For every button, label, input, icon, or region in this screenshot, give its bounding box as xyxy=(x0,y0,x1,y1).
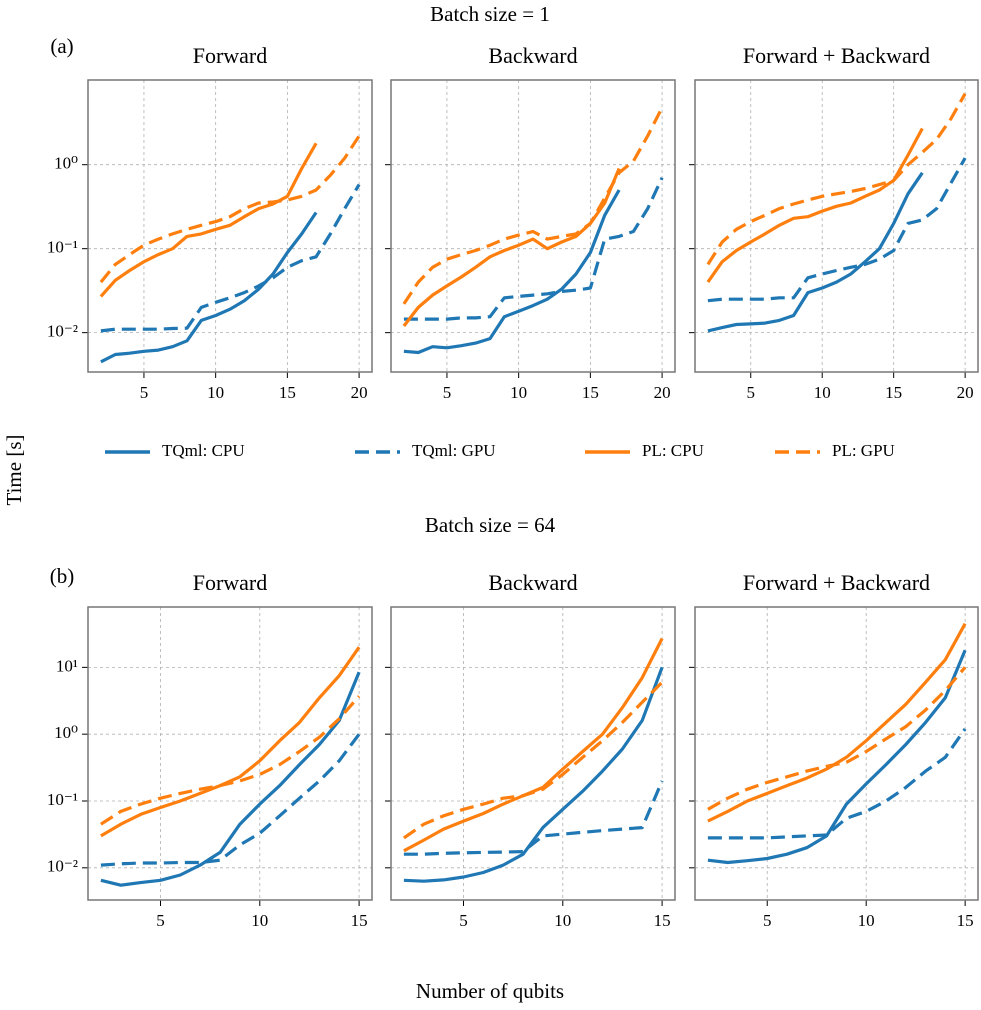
series-line xyxy=(707,727,967,840)
series-line xyxy=(403,666,664,883)
series-line xyxy=(403,780,664,856)
y-axis-label: Time [s] xyxy=(2,435,26,506)
x-tick-label: 20 xyxy=(351,383,368,402)
panel-label: (a) xyxy=(50,34,73,58)
series-line xyxy=(99,135,361,284)
plot-frame xyxy=(694,606,979,901)
series-line xyxy=(707,666,967,811)
x-tick-label: 10 xyxy=(554,911,571,930)
series-line xyxy=(403,177,664,321)
y-tick-label: 10⁻¹ xyxy=(47,790,78,809)
y-tick-label: 10⁻¹ xyxy=(47,238,78,257)
series-line xyxy=(402,106,664,305)
x-tick-label: 15 xyxy=(654,911,671,930)
legend-label: PL: CPU xyxy=(642,441,704,460)
series-line xyxy=(100,695,361,826)
series-line xyxy=(402,681,664,840)
plot-frame xyxy=(694,79,979,373)
plot-frame xyxy=(87,606,373,901)
x-tick-label: 15 xyxy=(351,911,368,930)
y-tick-label: 10⁻² xyxy=(47,322,78,341)
plot-frame xyxy=(87,79,373,373)
plot-frame xyxy=(390,606,676,901)
legend-label: TQml: GPU xyxy=(412,441,496,460)
y-tick-label: 10⁰ xyxy=(54,154,78,173)
x-tick-label: 20 xyxy=(654,383,671,402)
x-tick-label: 10 xyxy=(858,911,875,930)
series-line xyxy=(707,171,924,333)
x-tick-label: 5 xyxy=(763,911,772,930)
series-line xyxy=(707,157,967,303)
series-line xyxy=(100,183,361,333)
y-tick-label: 10⁰ xyxy=(54,723,78,742)
panel-label: (b) xyxy=(50,564,75,588)
x-tick-label: 5 xyxy=(140,383,149,402)
y-tick-label: 10¹ xyxy=(56,656,78,675)
subplot-title: Forward xyxy=(193,43,268,68)
x-tick-label: 20 xyxy=(957,383,974,402)
series-line xyxy=(706,92,967,266)
x-tick-label: 5 xyxy=(443,383,452,402)
x-tick-label: 15 xyxy=(957,911,974,930)
subplot-title: Forward xyxy=(193,570,268,595)
series-line xyxy=(100,646,361,838)
y-tick-label: 10⁻² xyxy=(47,857,78,876)
x-tick-label: 5 xyxy=(156,911,165,930)
series-line xyxy=(403,637,664,853)
x-tick-label: 10 xyxy=(814,383,831,402)
series-line xyxy=(402,167,621,327)
x-tick-label: 5 xyxy=(746,383,755,402)
subplot-title: Forward + Backward xyxy=(743,43,930,68)
series-line xyxy=(403,189,621,355)
x-tick-label: 5 xyxy=(459,911,468,930)
subplot-title: Backward xyxy=(488,570,577,595)
row-title: Batch size = 1 xyxy=(430,2,550,26)
row-title: Batch size = 64 xyxy=(425,513,556,537)
x-tick-label: 10 xyxy=(510,383,527,402)
series-line xyxy=(707,649,967,865)
x-tick-label: 10 xyxy=(251,911,268,930)
x-tick-label: 15 xyxy=(279,383,296,402)
legend-label: PL: GPU xyxy=(832,441,895,460)
plot-frame xyxy=(390,79,676,373)
series-line xyxy=(100,671,361,887)
subplot-title: Backward xyxy=(488,43,577,68)
x-tick-label: 10 xyxy=(207,383,224,402)
x-tick-label: 15 xyxy=(582,383,599,402)
series-line xyxy=(100,733,361,867)
legend-label: TQml: CPU xyxy=(162,441,245,460)
x-axis-label: Number of qubits xyxy=(416,979,564,1003)
series-line xyxy=(100,211,318,364)
series-line xyxy=(706,127,924,284)
x-tick-label: 15 xyxy=(885,383,902,402)
series-line xyxy=(99,142,318,298)
subplot-title: Forward + Backward xyxy=(743,570,930,595)
